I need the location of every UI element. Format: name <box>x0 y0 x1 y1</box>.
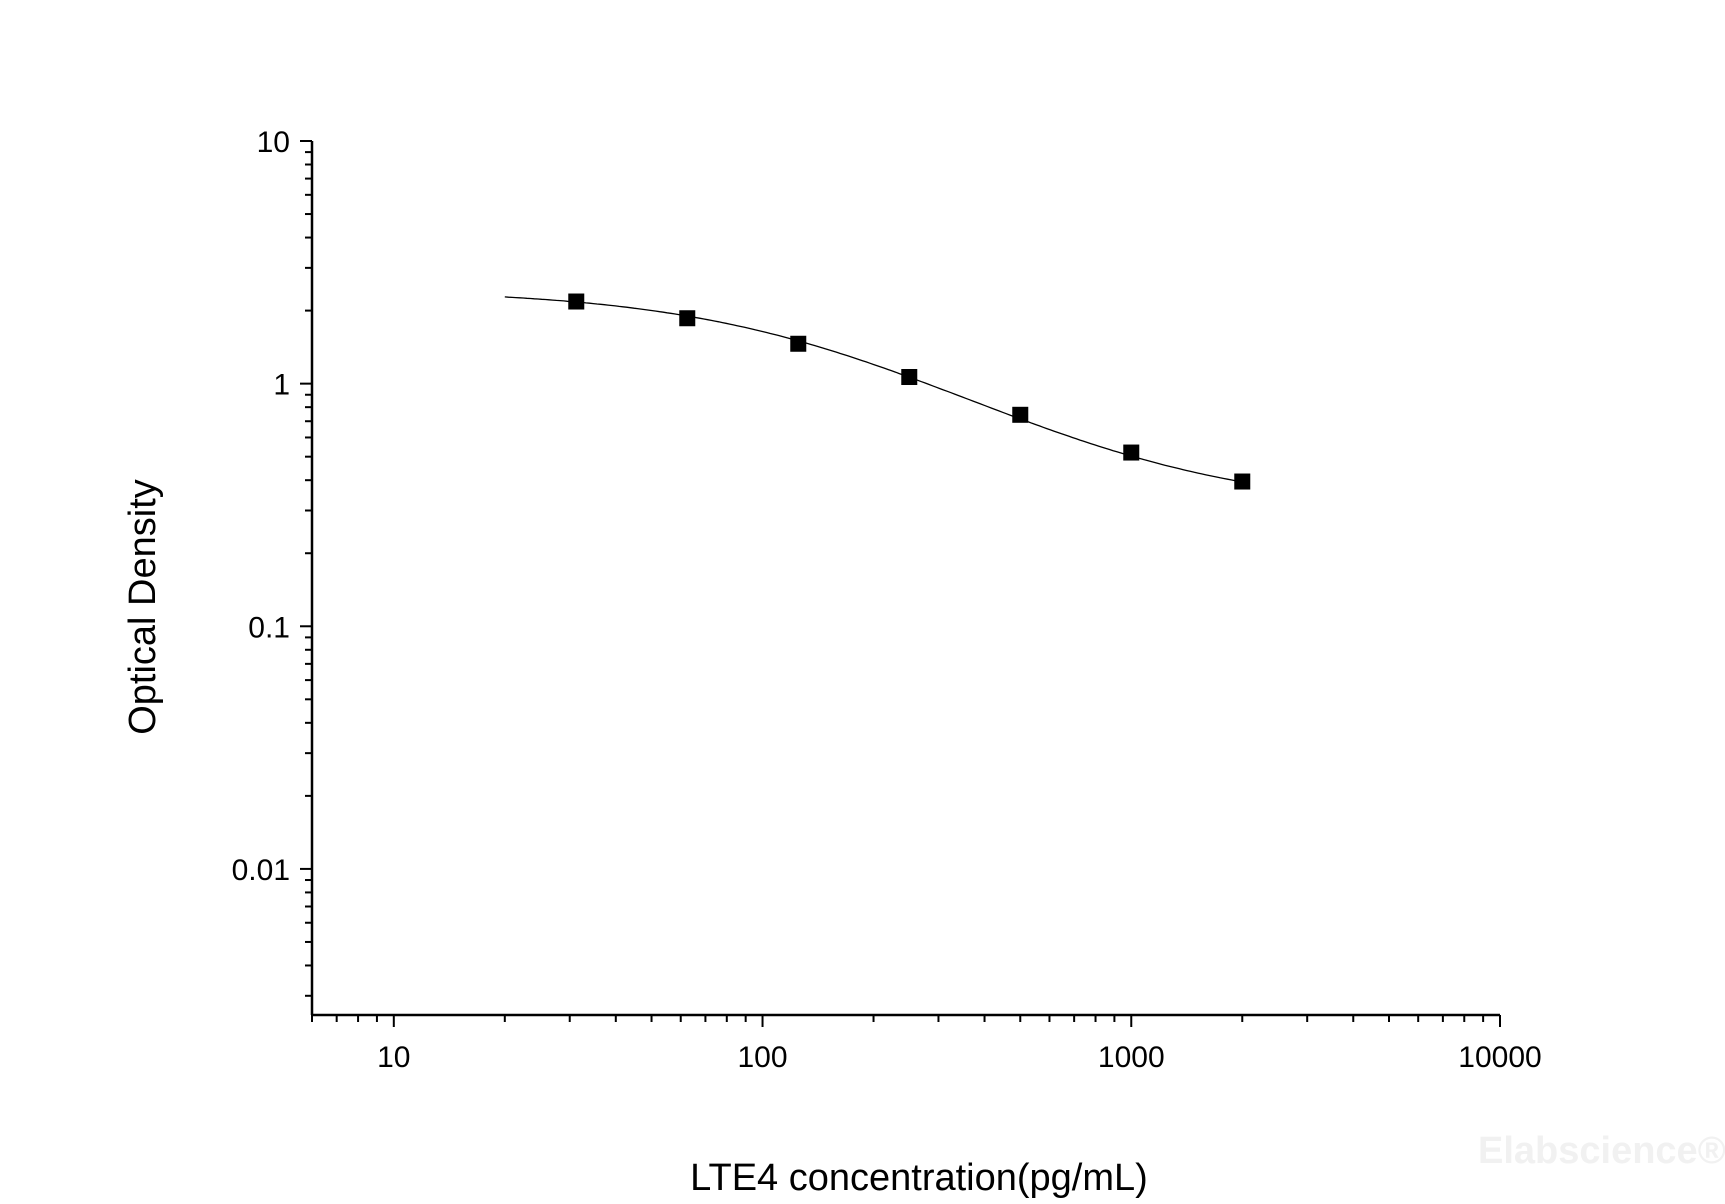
y-axis-label: Optical Density <box>122 479 164 735</box>
x-tick-label: 1000 <box>1098 1041 1165 1074</box>
y-tick-label: 0.01 <box>232 854 290 887</box>
x-axis-label: LTE4 concentration(pg/mL) <box>690 1157 1148 1199</box>
data-point <box>901 369 918 386</box>
x-tick-label: 100 <box>738 1041 788 1074</box>
watermark: Elabscience® <box>1478 1130 1725 1172</box>
data-point <box>790 335 807 352</box>
fit-curve <box>504 296 1243 483</box>
y-tick-label: 1 <box>273 369 290 402</box>
data-points <box>568 293 1251 490</box>
tick-labels: 10 100 1000 10000 10 1 0.1 0.01 <box>232 126 1542 1074</box>
axes <box>300 140 1501 1027</box>
data-point <box>679 310 696 327</box>
data-point <box>568 293 585 310</box>
x-tick-label: 10 <box>377 1041 410 1074</box>
data-point <box>1123 444 1140 461</box>
y-tick-label: 0.1 <box>248 611 290 644</box>
x-tick-label: 10000 <box>1458 1041 1541 1074</box>
y-tick-label: 10 <box>257 126 290 159</box>
data-point <box>1012 406 1029 423</box>
data-point <box>1234 473 1251 490</box>
